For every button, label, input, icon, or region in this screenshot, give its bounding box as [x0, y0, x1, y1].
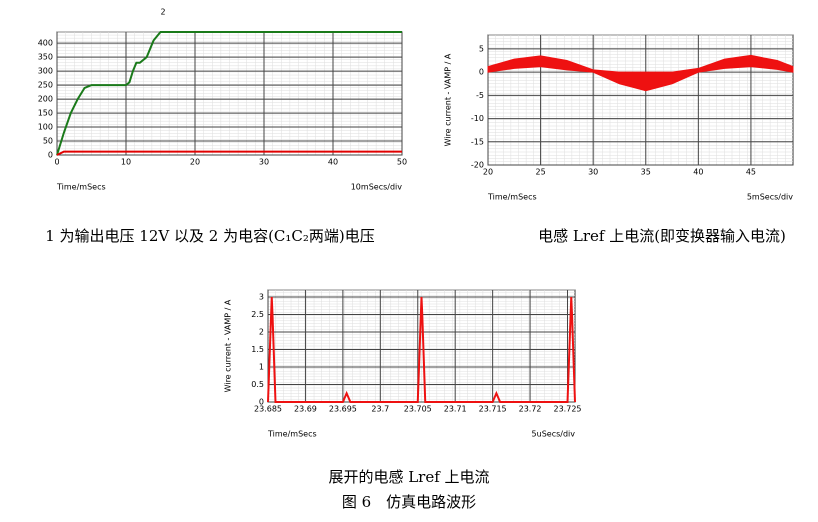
y-tick-label: 250: [38, 81, 53, 90]
x-tick-label: 40: [693, 168, 703, 177]
line-series: [267, 296, 576, 403]
figure-caption: 图 6 仿真电路波形: [342, 493, 476, 511]
x-tick-label: 45: [746, 168, 756, 177]
y-tick-label: -5: [476, 91, 484, 100]
x-tick-label: 23.725: [554, 405, 582, 414]
x-axis-label: Time/mSecs: [487, 193, 537, 202]
x-scale-label: 5uSecs/div: [532, 430, 576, 439]
x-tick-label: 23.685: [254, 405, 282, 414]
y-tick-label: -20: [471, 161, 484, 170]
y-tick-label: 2.5: [251, 310, 264, 319]
x-tick-label: 20: [483, 168, 493, 177]
caption: 展开的电感 Lref 上电流: [328, 468, 489, 486]
y-tick-label: 0: [48, 151, 53, 160]
y-tick-label: 300: [38, 67, 53, 76]
y-axis-label: Wire current - VAMP / A: [444, 53, 453, 146]
line-series: [56, 31, 402, 156]
y-tick-label: -10: [471, 114, 484, 123]
x-tick-label: 30: [588, 168, 598, 177]
y-tick-label: 350: [38, 53, 53, 62]
y-tick-label: 1: [259, 363, 264, 372]
y-tick-label: 5: [479, 44, 484, 53]
x-tick-label: 23.715: [479, 405, 507, 414]
y-tick-label: 3: [259, 293, 264, 302]
x-tick-label: 23.7: [371, 405, 389, 414]
x-tick-label: 10: [121, 158, 131, 167]
y-tick-label: 0: [479, 68, 484, 77]
x-scale-label: 10mSecs/div: [351, 183, 403, 192]
y-tick-label: 100: [38, 123, 53, 132]
y-tick-label: 2: [259, 328, 264, 337]
y-tick-label: 200: [38, 95, 53, 104]
y-tick-label: 150: [38, 109, 53, 118]
caption: 电感 Lref 上电流(即变换器输入电流): [538, 227, 786, 245]
y-tick-label: 0.5: [251, 380, 264, 389]
y-tick-label: 0: [259, 398, 264, 407]
x-tick-label: 23.72: [519, 405, 542, 414]
x-tick-label: 0: [54, 158, 59, 167]
x-scale-label: 5mSecs/div: [747, 193, 793, 202]
x-tick-label: 23.695: [329, 405, 357, 414]
x-tick-label: 23.71: [444, 405, 467, 414]
y-tick-label: 50: [43, 137, 53, 146]
caption: 1 为输出电压 12V 以及 2 为电容(C₁C₂两端)电压: [45, 227, 375, 245]
y-tick-label: 1.5: [251, 345, 264, 354]
area-band: [487, 54, 794, 92]
x-tick-label: 30: [259, 158, 269, 167]
x-tick-label: 23.69: [294, 405, 317, 414]
x-tick-label: 50: [397, 158, 407, 167]
x-axis-label: Time/mSecs: [267, 430, 317, 439]
y-tick-label: -15: [471, 137, 484, 146]
x-tick-label: 20: [190, 158, 200, 167]
x-tick-label: 35: [641, 168, 651, 177]
x-tick-label: 23.705: [404, 405, 432, 414]
y-tick-label: 400: [38, 39, 53, 48]
x-tick-label: 40: [328, 158, 338, 167]
line-series: [56, 150, 402, 156]
y-axis-label: Wire current - VAMP / A: [224, 299, 233, 392]
x-axis-label: Time/mSecs: [56, 183, 106, 192]
annotation: 2: [161, 8, 166, 17]
x-tick-label: 25: [535, 168, 545, 177]
